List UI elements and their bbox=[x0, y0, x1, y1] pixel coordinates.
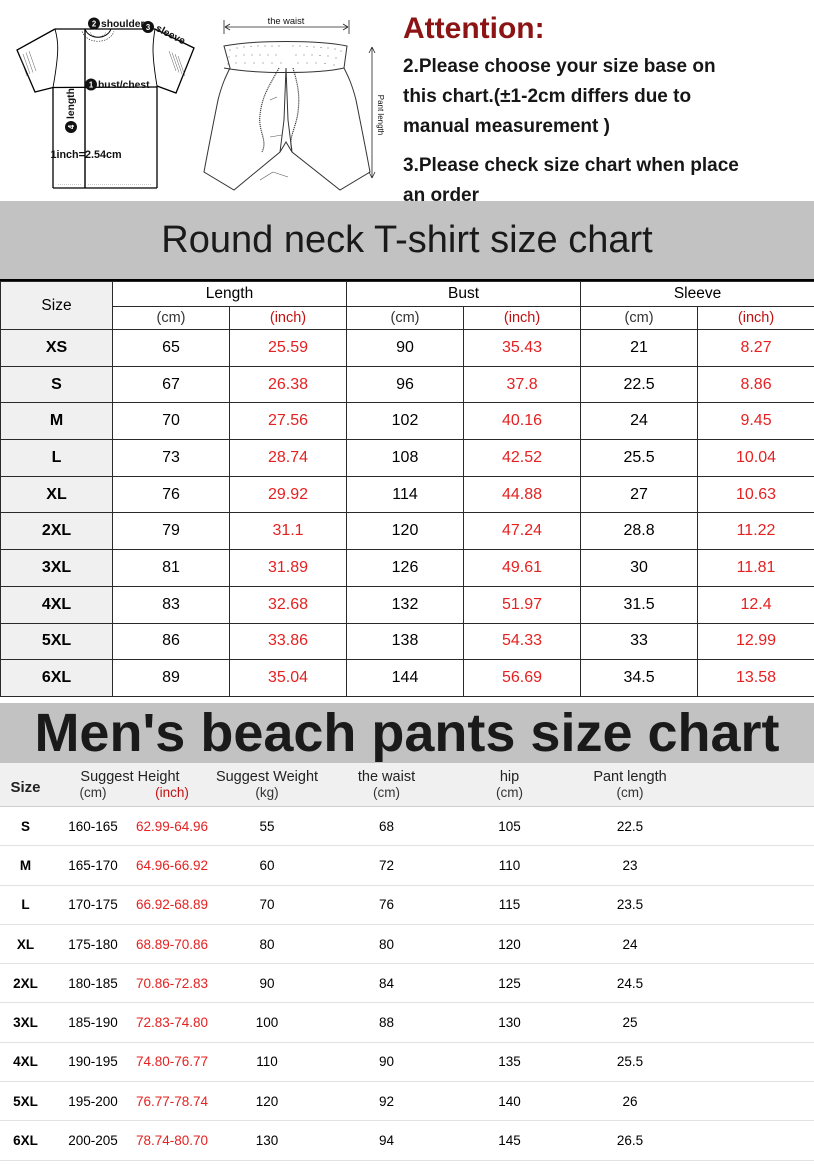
svg-text:shoulder: shoulder bbox=[101, 19, 144, 30]
svg-text:1: 1 bbox=[89, 80, 94, 89]
svg-text:4: 4 bbox=[67, 124, 76, 129]
svg-text:the waist: the waist bbox=[268, 16, 305, 26]
svg-text:Pant length: Pant length bbox=[376, 95, 385, 135]
svg-text:1inch=2.54cm: 1inch=2.54cm bbox=[50, 149, 121, 161]
svg-text:bust/chest: bust/chest bbox=[98, 80, 150, 91]
svg-text:sleeve: sleeve bbox=[154, 23, 187, 47]
svg-text:3: 3 bbox=[146, 23, 151, 32]
svg-text:length: length bbox=[66, 88, 77, 119]
svg-text:2: 2 bbox=[92, 19, 97, 28]
